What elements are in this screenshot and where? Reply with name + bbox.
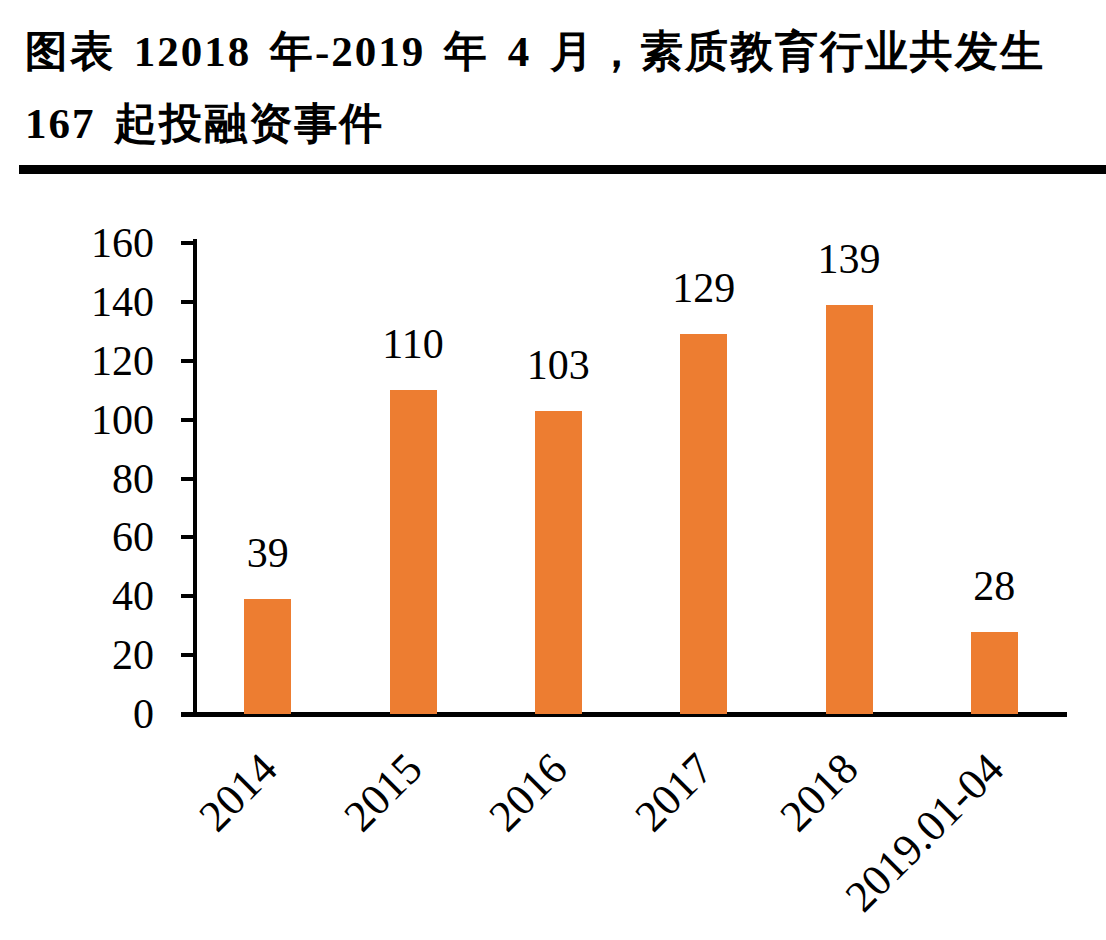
y-axis-tick-label: 20 <box>24 634 154 676</box>
y-axis-tick <box>181 241 195 245</box>
y-axis-tick-label: 0 <box>24 693 154 735</box>
y-axis-tick-label: 120 <box>24 340 154 382</box>
y-axis-tick <box>181 359 195 363</box>
bar-value-label: 110 <box>382 323 443 365</box>
bar-2018 <box>826 305 873 714</box>
y-axis-tick <box>181 594 195 598</box>
bar-2016 <box>535 411 582 714</box>
y-axis-tick <box>181 535 195 539</box>
y-axis-tick <box>181 653 195 657</box>
bar-2015 <box>390 390 437 714</box>
figure: 图表 12018 年-2019 年 4 月，素质教育行业共发生 167 起投融资… <box>0 0 1106 940</box>
x-axis-category-label: 2018 <box>773 746 866 839</box>
x-axis-category-label: 2019.01-04 <box>838 746 1012 920</box>
y-axis-tick-label: 40 <box>24 575 154 617</box>
y-axis-tick-label: 160 <box>24 222 154 264</box>
x-axis-category-label: 2016 <box>482 746 575 839</box>
bar-2017 <box>680 334 727 714</box>
y-axis-tick <box>181 712 195 716</box>
bar-value-label: 28 <box>973 565 1015 607</box>
x-axis-category-label: 2014 <box>191 746 284 839</box>
y-axis-tick-label: 60 <box>24 516 154 558</box>
y-axis-tick <box>181 477 195 481</box>
x-axis-category-label: 2017 <box>627 746 720 839</box>
bar-value-label: 103 <box>527 344 590 386</box>
bar-value-label: 129 <box>672 267 735 309</box>
y-axis-tick-label: 100 <box>24 399 154 441</box>
x-axis-line <box>181 712 1067 717</box>
bar-2014 <box>244 599 291 714</box>
y-axis-tick <box>181 300 195 304</box>
bar-chart: 0 20 40 60 80 100 120 140 160 39 2014 110 2015 103 201… <box>0 0 1106 940</box>
bar-value-label: 139 <box>818 238 881 280</box>
y-axis-tick-label: 140 <box>24 281 154 323</box>
bar-value-label: 39 <box>247 532 289 574</box>
y-axis-tick-label: 80 <box>24 458 154 500</box>
y-axis-tick <box>181 418 195 422</box>
bar-2019.01-04 <box>971 632 1018 714</box>
x-axis-category-label: 2015 <box>337 746 430 839</box>
